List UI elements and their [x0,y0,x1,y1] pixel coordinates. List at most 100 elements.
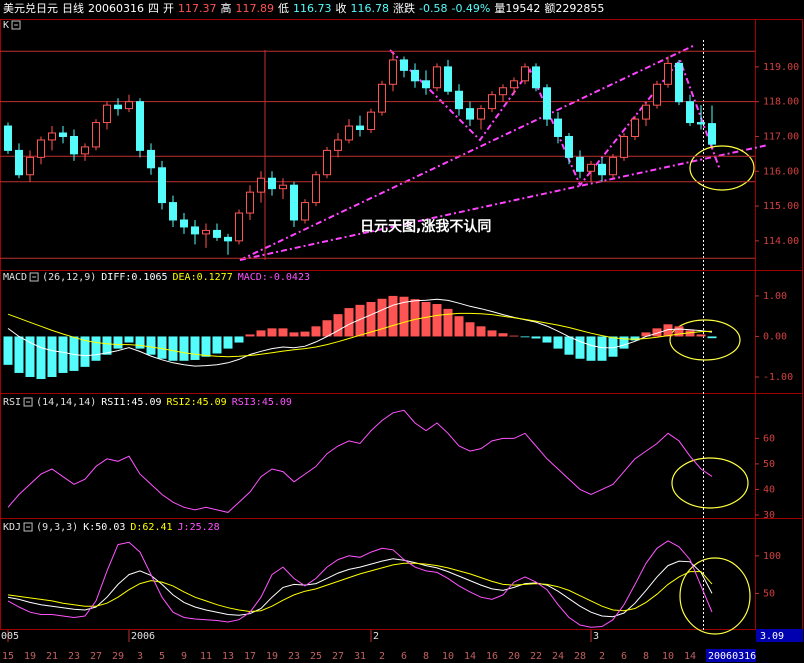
candle-body [367,111,375,131]
macd-bar [223,336,233,349]
macd-bar [36,336,46,380]
macd-bar [377,298,387,337]
y-tick-label: 1.00 [763,291,787,302]
y-tick-label: 100 [763,551,781,562]
panel-title: RSI [3,397,21,408]
x-tick-label: 20 [508,651,520,662]
macd-bar [69,336,79,371]
macd-bar [410,299,420,337]
macd-bar [322,320,332,337]
candle-body [202,229,210,235]
candle-body [598,163,606,176]
x-tick-label: 25 [310,651,322,662]
x-tick-label: 29 [112,651,124,662]
y-tick-label: 117.00 [763,131,799,142]
candle-body [103,104,111,124]
macd-bar [267,328,277,337]
header-text: 116.78 [351,2,390,15]
x-tick-label: 10 [662,651,674,662]
header-text: 开 [163,2,174,15]
y-tick-label: 40 [763,484,775,495]
candle-body [389,59,397,85]
macd-bar [707,336,717,339]
collapse-box [23,397,33,407]
legend-entry: RSI1:45.09 [101,397,161,408]
macd-bar [146,336,156,355]
macd-bar [47,336,57,377]
y-tick-label: 116.00 [763,166,799,177]
macd-bar [25,336,35,377]
macd-bar [234,336,244,343]
legend-entry: K:50.03 [83,522,125,533]
macd-bar [113,336,123,349]
x-tick-label: 13 [222,651,234,662]
macd-bar [696,334,706,337]
x-tick-label: 14 [464,651,476,662]
candle-body [345,125,353,141]
candle-body [158,167,166,204]
x-tick-label: 19 [24,651,36,662]
macd-bar [432,304,442,337]
macd-bar [597,336,607,361]
candle-body [444,66,452,92]
header-text: 四 [148,2,159,15]
candle-body [675,62,683,103]
indicator-line [7,312,713,358]
collapse-box [23,522,33,532]
panel-params: (9,3,3) [36,522,78,533]
x-tick-label: 31 [354,651,366,662]
macd-bar [278,328,288,337]
legend-entry: RSI2:45.09 [167,397,227,408]
macd-bar [179,336,189,361]
candle-body [565,135,573,158]
y-tick-label: 119.00 [763,62,799,73]
header-text: 20060316 [88,2,144,15]
macd-bar [168,336,178,361]
candle-body [587,163,595,172]
macd-bar [586,336,596,361]
x-tick-label: 22 [530,651,542,662]
header-text: 低 [278,2,289,15]
macd-bar [366,302,376,337]
macd-bar [256,330,266,337]
candle-body [477,108,485,120]
candle-body [26,156,34,176]
period-label: 005 [1,631,19,642]
legend-entry: DEA:0.1277 [173,272,233,283]
macd-bar [553,336,563,349]
candle-body [488,94,496,110]
candle-body [499,87,507,96]
macd-bar [201,336,211,357]
macd-bar [190,336,200,360]
macd-bar [674,326,684,337]
macd-bar [91,336,101,361]
candle-body [642,104,650,120]
macd-bar [124,336,134,343]
macd-bar [509,335,519,337]
x-tick-label: 2 [379,651,385,662]
macd-bar [212,336,222,354]
macd-bar [58,336,68,373]
header-text: 涨跌 [393,1,415,15]
x-tick-label: 6 [401,651,407,662]
y-tick-label: 115.00 [763,201,799,212]
x-tick-label: 17 [244,651,256,662]
header-text: 额2292855 [544,2,604,15]
candle-body [356,125,364,131]
candle-body [191,226,199,235]
legend-entry: RSI3:45.09 [232,397,292,408]
header-text: 美元兑日元 [3,1,58,15]
candle-body [620,135,628,158]
x-tick-label: 2 [599,651,605,662]
x-tick-label: 21 [46,651,58,662]
candle-body [609,156,617,176]
panel-title: MACD [3,272,27,283]
x-tick-label: 5 [159,651,165,662]
macd-bar [300,331,310,337]
x-tick-label: 20060316 [708,651,756,662]
header-text: 高 [221,1,232,15]
candle-body [576,156,584,172]
candle-body [686,101,694,124]
candle-body [422,80,430,89]
macd-bar [531,336,541,339]
